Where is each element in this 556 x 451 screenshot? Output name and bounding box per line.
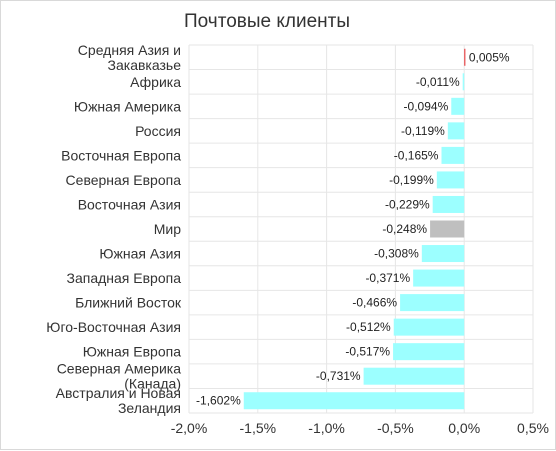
bar [400,294,465,312]
data-label: -0,248% [382,222,427,236]
data-label: -0,199% [389,173,434,187]
data-label: -0,512% [346,320,391,334]
category-label: Северная Европа [66,172,182,188]
category-label-line: Зеландия [118,400,181,416]
category-label-line: Средняя Азия и [78,42,181,58]
x-tick-label: -0,5% [377,420,414,436]
bar [441,146,465,164]
bar [451,97,465,115]
x-tick-label: -1,5% [240,420,277,436]
category-label-line: Восточная Азия [78,196,181,212]
bar [464,48,466,66]
category-label-line: Ближний Восток [75,295,182,311]
data-label: -0,094% [404,99,449,113]
x-tick-label: -2,0% [171,420,208,436]
category-label-line: Мир [154,221,181,237]
data-label: -0,165% [394,148,439,162]
x-tick-label: -1,0% [308,420,345,436]
category-label: Россия [135,123,181,139]
category-label-line: Закавказье [108,57,182,73]
data-label: -0,119% [401,124,445,138]
category-label-line: Южная Европа [83,344,181,360]
data-label: -0,308% [374,247,419,261]
x-tick-label: 0,0% [448,420,480,436]
data-label: -0,731% [316,369,361,383]
bar [447,122,465,140]
category-label-line: Россия [135,123,181,139]
category-label: Африка [130,74,181,90]
bar [243,392,465,410]
category-label-line: Южная Азия [99,246,181,262]
bar [393,343,465,361]
category-label-line: Северная Америка [57,361,182,377]
bar [432,195,465,213]
data-label: -0,466% [352,296,397,310]
bar [462,73,465,91]
x-tick-label: 0,5% [517,420,549,436]
category-label-line: Восточная Европа [61,147,181,163]
category-label: Восточная Азия [78,196,181,212]
category-label: Австралия и Новая Зеландия [56,385,181,416]
category-label-line: Юго-Восточная Азия [46,319,181,335]
category-label: Южная Азия [99,246,181,262]
bar [421,245,465,263]
category-label-line: Южная Америка [74,98,181,114]
category-label: Юго-Восточная Азия [46,319,181,335]
category-label: Западная Европа [67,270,182,286]
category-label-line: Австралия и Новая [56,385,181,401]
data-label: -0,371% [365,271,410,285]
category-label: Восточная Европа [61,147,181,163]
bar [363,367,465,385]
category-label-line: Африка [130,74,181,90]
bar [413,269,465,287]
data-label: -0,229% [385,197,430,211]
data-label: -0,011% [416,75,460,89]
bar [436,171,465,189]
chart-title: Почтовые клиенты [184,11,350,32]
category-label: Северная Америка (Канада) [57,361,182,392]
category-label: Средняя Азия и Закавказье [78,42,181,73]
data-label: 0,005% [469,50,510,64]
category-label: Южная Америка [74,98,181,114]
category-label: Мир [154,221,181,237]
data-label: -0,517% [345,345,390,359]
bar [393,318,465,336]
data-label: -1,602% [196,394,241,408]
category-label-line: Северная Европа [66,172,182,188]
category-label-line: (Канада) [124,376,181,392]
category-label-line: Западная Европа [67,270,182,286]
bar [430,220,465,238]
category-label: Ближний Восток [75,295,182,311]
category-label: Южная Европа [83,344,181,360]
